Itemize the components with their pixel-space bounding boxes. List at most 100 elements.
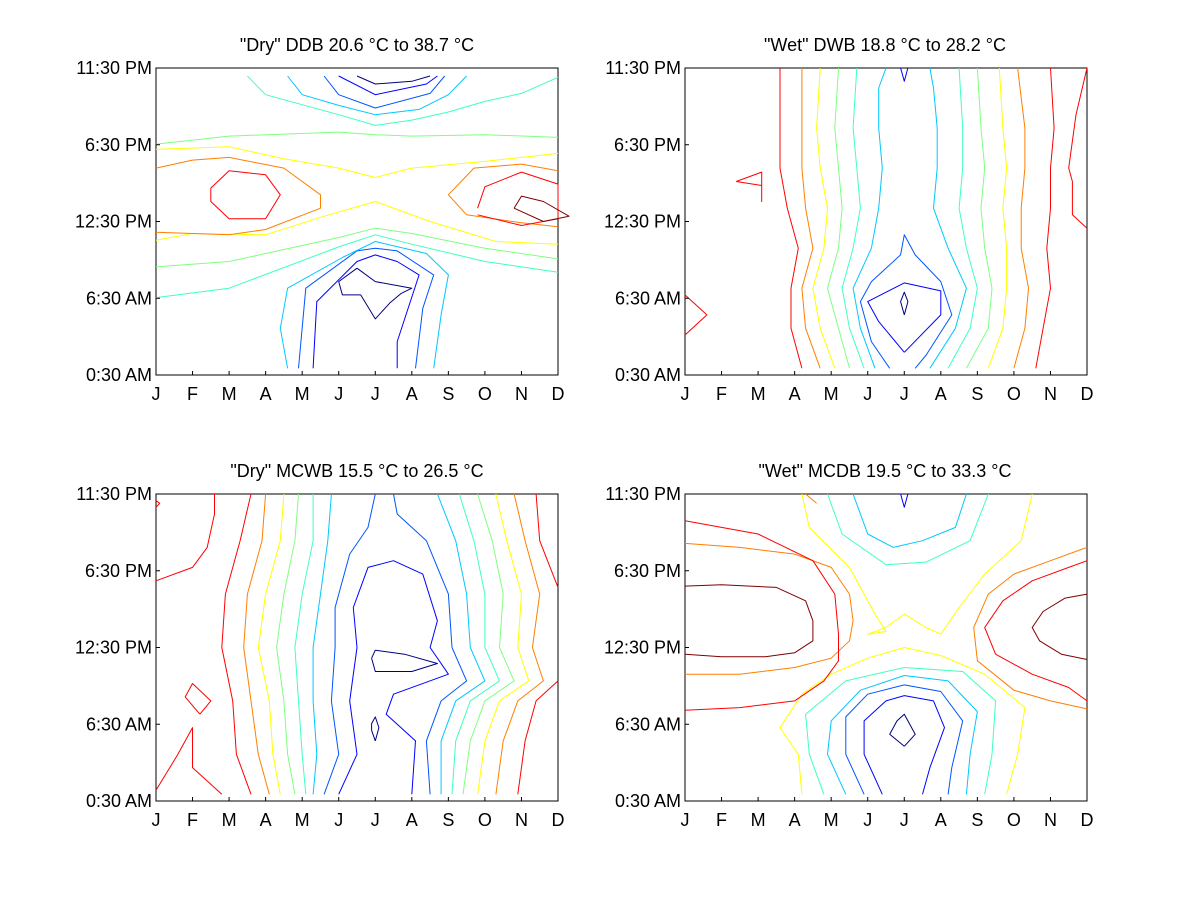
contour-line-level-4	[929, 67, 967, 369]
contour-line-level-9	[1068, 67, 1088, 229]
contour-line-level-9	[155, 500, 161, 508]
x-tick-label: J	[681, 384, 690, 404]
contour-lines	[155, 75, 570, 369]
contour-line-level-7	[805, 493, 817, 504]
x-tick-label: J	[863, 384, 872, 404]
contour-line-level-4	[279, 241, 449, 369]
contour-line-level-9	[535, 493, 559, 588]
contour-line-level-5	[155, 234, 559, 299]
x-tick-label: O	[478, 384, 492, 404]
panel-title: "Wet" DWB 18.8 °C to 28.2 °C	[764, 35, 1006, 55]
contour-line-level-4	[287, 75, 467, 116]
y-tick-label: 6:30 PM	[85, 135, 152, 155]
y-tick-label: 6:30 PM	[614, 561, 681, 581]
contour-line-level-3	[859, 234, 953, 369]
plot-frame	[155, 67, 559, 376]
contour-line-level-3	[845, 684, 964, 795]
contour-line-level-1	[900, 291, 909, 316]
x-tick-label: A	[935, 810, 947, 830]
contour-line-level-2	[863, 695, 945, 795]
plot-frame	[684, 67, 1088, 376]
contour-lines	[684, 67, 1088, 369]
y-tick-labels: 11:30 PM 6:30 PM 12:30 PM 6:30 AM 0:30 AM	[75, 58, 160, 385]
x-tick-label: M	[751, 810, 766, 830]
contour-line-level-4	[436, 493, 486, 795]
x-tick-label: D	[1081, 810, 1094, 830]
x-tick-label: J	[152, 384, 161, 404]
x-tick-label: A	[789, 810, 801, 830]
x-tick-label: M	[751, 384, 766, 404]
x-tick-label: J	[371, 384, 380, 404]
x-tick-label: J	[900, 384, 909, 404]
y-tick-label: 6:30 PM	[614, 135, 681, 155]
contour-line-level-9	[155, 494, 215, 582]
contour-line-level-2	[338, 560, 449, 795]
contour-line-level-3	[298, 247, 435, 369]
contour-line-level-1	[371, 716, 380, 742]
y-tick-labels: 11:30 PM 6:30 PM 12:30 PM 6:30 AM 0:30 AM	[604, 58, 689, 385]
x-tick-label: F	[187, 384, 198, 404]
contour-line-level-7	[973, 546, 1088, 710]
contour-line-level-9	[221, 493, 252, 795]
contour-line-level-7	[684, 542, 854, 675]
contour-line-level-1	[338, 267, 413, 320]
x-tick-label: N	[515, 384, 528, 404]
contour-line-level-9	[684, 294, 708, 336]
contour-line-level-3	[323, 493, 376, 795]
contour-line-level-7	[257, 493, 285, 795]
plot-frame	[684, 493, 1088, 802]
y-tick-label: 12:30 PM	[75, 212, 152, 232]
contour-line-level-5	[805, 667, 997, 795]
x-tick-label: S	[971, 384, 983, 404]
x-tick-label: J	[334, 384, 343, 404]
contour-line-level-8	[801, 68, 821, 369]
y-tick-label: 0:30 AM	[86, 791, 152, 811]
contour-line-level-7	[812, 67, 836, 369]
contour-line-level-6	[827, 67, 850, 369]
y-tick-label: 0:30 AM	[615, 791, 681, 811]
contour-line-level-4	[852, 493, 967, 548]
contour-line-level-7	[477, 493, 530, 795]
x-tick-label: M	[295, 810, 310, 830]
contour-line-level-6	[155, 227, 559, 268]
contour-line-level-9	[210, 170, 281, 220]
y-tick-label: 11:30 PM	[76, 58, 152, 78]
contour-line-level-9	[184, 683, 212, 715]
contour-line-level-6	[462, 493, 515, 795]
panel-top-right: "Wet" DWB 18.8 °C to 28.2 °C 11:30 PM 6:3…	[604, 35, 1094, 404]
contour-line-level-9	[1035, 67, 1055, 369]
contour-line-level-2	[900, 67, 909, 82]
contour-line-level-5	[294, 494, 314, 795]
x-tick-label: A	[260, 810, 272, 830]
x-tick-label: M	[824, 384, 839, 404]
x-tick-label: A	[789, 384, 801, 404]
contour-lines	[155, 493, 559, 795]
panel-bottom-left: "Dry" MCWB 15.5 °C to 26.5 °C 11:30 PM 6:…	[75, 461, 565, 830]
x-tick-label: M	[824, 810, 839, 830]
contour-line-level-2	[900, 493, 909, 508]
x-tick-label: D	[552, 810, 565, 830]
contour-lines	[684, 493, 1088, 795]
contour-line-level-8	[447, 163, 559, 228]
panel-title: "Wet" MCDB 19.5 °C to 33.3 °C	[759, 461, 1012, 481]
y-tick-label: 6:30 AM	[86, 714, 152, 734]
contour-line-level-5	[841, 67, 865, 369]
x-tick-label: S	[442, 810, 454, 830]
x-tick-label: O	[1007, 810, 1021, 830]
panel-title: "Dry" DDB 20.6 °C to 38.7 °C	[240, 35, 474, 55]
y-tick-label: 11:30 PM	[605, 58, 681, 78]
contour-line-level-8	[495, 493, 544, 795]
y-tick-label: 12:30 PM	[604, 212, 681, 232]
x-tick-label: A	[406, 810, 418, 830]
contour-line-level-5	[947, 67, 978, 369]
panel-bottom-right: "Wet" MCDB 19.5 °C to 33.3 °C 11:30 PM 6:…	[604, 461, 1094, 830]
y-tick-label: 6:30 AM	[615, 714, 681, 734]
x-tick-label: A	[935, 384, 947, 404]
contour-line-level-10	[513, 195, 570, 222]
y-tick-label: 0:30 AM	[615, 365, 681, 385]
contour-line-level-6	[779, 647, 1026, 795]
y-tick-label: 12:30 PM	[604, 638, 681, 658]
x-tick-label: F	[716, 384, 727, 404]
